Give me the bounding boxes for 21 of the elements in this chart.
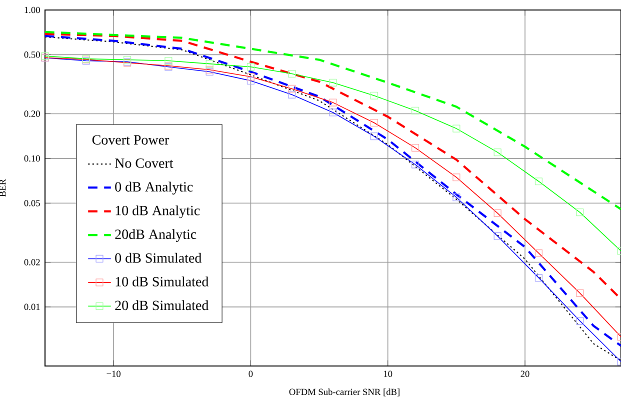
x-tick-label: −10 bbox=[106, 370, 121, 377]
x-tick-label: 10 bbox=[384, 370, 392, 377]
y-tick-label: 0.50 bbox=[24, 52, 40, 58]
legend-label: 0 dB Simulated bbox=[115, 252, 202, 263]
y-axis-title: BER bbox=[0, 178, 6, 197]
legend-label: 10 dB Simulated bbox=[116, 276, 209, 286]
legend-label: No Covert bbox=[115, 158, 174, 168]
y-tick-label: 0.20 bbox=[24, 110, 40, 117]
legend-label: 20dB Analytic bbox=[115, 229, 196, 242]
x-axis-title: OFDM Sub-carrier SNR [dB] bbox=[289, 388, 400, 396]
legend-label: 0 dB Analytic bbox=[115, 182, 193, 194]
x-tick-label: 0 bbox=[248, 370, 253, 377]
y-tick-label: 0.01 bbox=[24, 304, 40, 310]
y-tick-label: 1.00 bbox=[24, 6, 40, 14]
legend-label: 20 dB Simulated bbox=[115, 300, 209, 310]
legend-title: Covert Power bbox=[92, 135, 170, 145]
legend-label: 10 dB Analytic bbox=[116, 205, 200, 218]
x-tick-label: 20 bbox=[520, 370, 530, 377]
y-tick-label: 0.05 bbox=[24, 200, 40, 206]
y-tick-label: 0.02 bbox=[24, 259, 40, 266]
y-tick-label: 0.10 bbox=[24, 155, 40, 162]
